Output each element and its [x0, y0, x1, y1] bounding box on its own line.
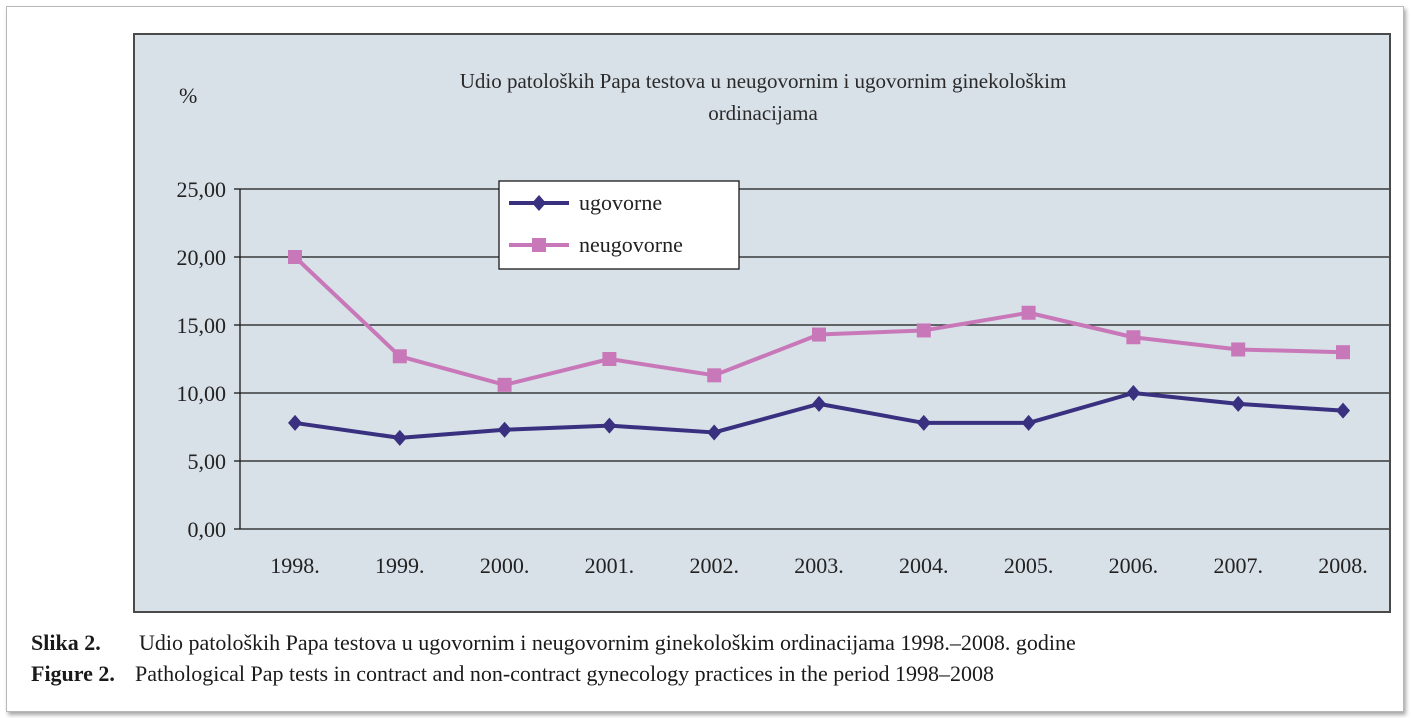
- data-point-ugovorne: [392, 429, 407, 446]
- x-tick-label: 2003.: [794, 553, 844, 578]
- chart-frame: Udio patoloških Papa testova u neugovorn…: [133, 33, 1391, 613]
- data-point-neugovorne: [916, 323, 931, 338]
- chart-title-line-2: ordinacijama: [708, 101, 818, 125]
- x-tick-label: 2002.: [689, 553, 739, 578]
- data-point-neugovorne: [707, 368, 722, 383]
- caption-line-english: Figure 2. Pathological Pap tests in contr…: [31, 658, 1076, 689]
- data-point-ugovorne: [707, 424, 722, 441]
- x-tick-label: 2007.: [1213, 553, 1263, 578]
- legend-swatch-marker: [532, 195, 546, 211]
- data-point-ugovorne: [1021, 414, 1036, 431]
- y-axis-unit-label: %: [179, 83, 197, 108]
- legend-label-ugovorne: ugovorne: [579, 190, 662, 215]
- x-tick-label: 2005.: [1004, 553, 1054, 578]
- data-point-neugovorne: [602, 352, 617, 366]
- caption-text-english: Pathological Pap tests in contract and n…: [135, 661, 994, 686]
- x-tick-label: 2001.: [585, 553, 635, 578]
- x-tick-label: 2000.: [480, 553, 529, 578]
- legend: ugovorne neugovorne: [498, 180, 740, 270]
- series-ugovorne: [288, 385, 1350, 446]
- data-series: [288, 250, 1350, 446]
- data-point-ugovorne: [1126, 385, 1141, 401]
- x-tick-labels: 1998. 1999. 2000. 2001. 2002. 2003. 2004. 2005.…: [270, 553, 1368, 578]
- data-point-neugovorne: [812, 327, 826, 342]
- x-tick-label: 2008.: [1318, 553, 1368, 578]
- data-point-neugovorne: [1336, 345, 1350, 360]
- y-tick-label: 5,00: [188, 449, 227, 474]
- caption-label-english: Figure 2.: [31, 661, 115, 686]
- data-point-neugovorne: [1231, 342, 1246, 357]
- chart-title-line-1: Udio patoloških Papa testova u neugovorn…: [460, 69, 1067, 93]
- y-tick-label: 20,00: [177, 245, 227, 270]
- line-chart: Udio patoloških Papa testova u neugovorn…: [177, 69, 1389, 578]
- caption-line-croatian: Slika 2. Udio patoloških Papa testova u u…: [31, 627, 1076, 658]
- x-tick-label: 2006.: [1109, 553, 1159, 578]
- caption-label-croatian: Slika 2.: [31, 630, 101, 655]
- data-point-ugovorne: [1231, 395, 1246, 412]
- legend-label-neugovorne: neugovorne: [579, 232, 683, 257]
- figure-caption: Slika 2. Udio patoloških Papa testova u u…: [31, 627, 1076, 689]
- data-point-neugovorne: [392, 349, 407, 364]
- data-point-ugovorne: [812, 395, 826, 412]
- data-point-ugovorne: [497, 421, 512, 438]
- y-tick-label: 10,00: [177, 381, 227, 406]
- chart-title: Udio patoloških Papa testova u neugovorn…: [460, 69, 1067, 125]
- figure-page: Udio patoloških Papa testova u neugovorn…: [6, 6, 1404, 712]
- gridlines: [234, 188, 1389, 530]
- x-tick-label: 1998.: [270, 553, 320, 578]
- data-point-ugovorne: [916, 414, 931, 431]
- data-point-ugovorne: [1336, 402, 1350, 419]
- data-point-neugovorne: [288, 250, 302, 264]
- data-point-ugovorne: [288, 414, 302, 431]
- series-line-neugovorne: [293, 255, 1344, 387]
- series-neugovorne: [288, 250, 1350, 392]
- legend-box: [498, 180, 740, 270]
- data-point-neugovorne: [1021, 305, 1036, 320]
- x-tick-label: 1999.: [375, 553, 425, 578]
- caption-text-croatian: Udio patoloških Papa testova u ugovornim…: [139, 630, 1076, 655]
- data-point-neugovorne: [497, 377, 512, 392]
- y-tick-label: 25,00: [177, 177, 227, 202]
- axes: [239, 189, 1389, 530]
- y-tick-label: 15,00: [177, 313, 227, 338]
- legend-swatch-marker: [532, 238, 546, 252]
- y-tick-label: 0,00: [188, 517, 227, 542]
- y-tick-labels: 0,00 5,00 10,00 15,00 20,00 25,00: [177, 177, 227, 542]
- data-point-neugovorne: [1126, 330, 1141, 345]
- x-tick-label: 2004.: [899, 553, 949, 578]
- data-point-ugovorne: [602, 417, 617, 434]
